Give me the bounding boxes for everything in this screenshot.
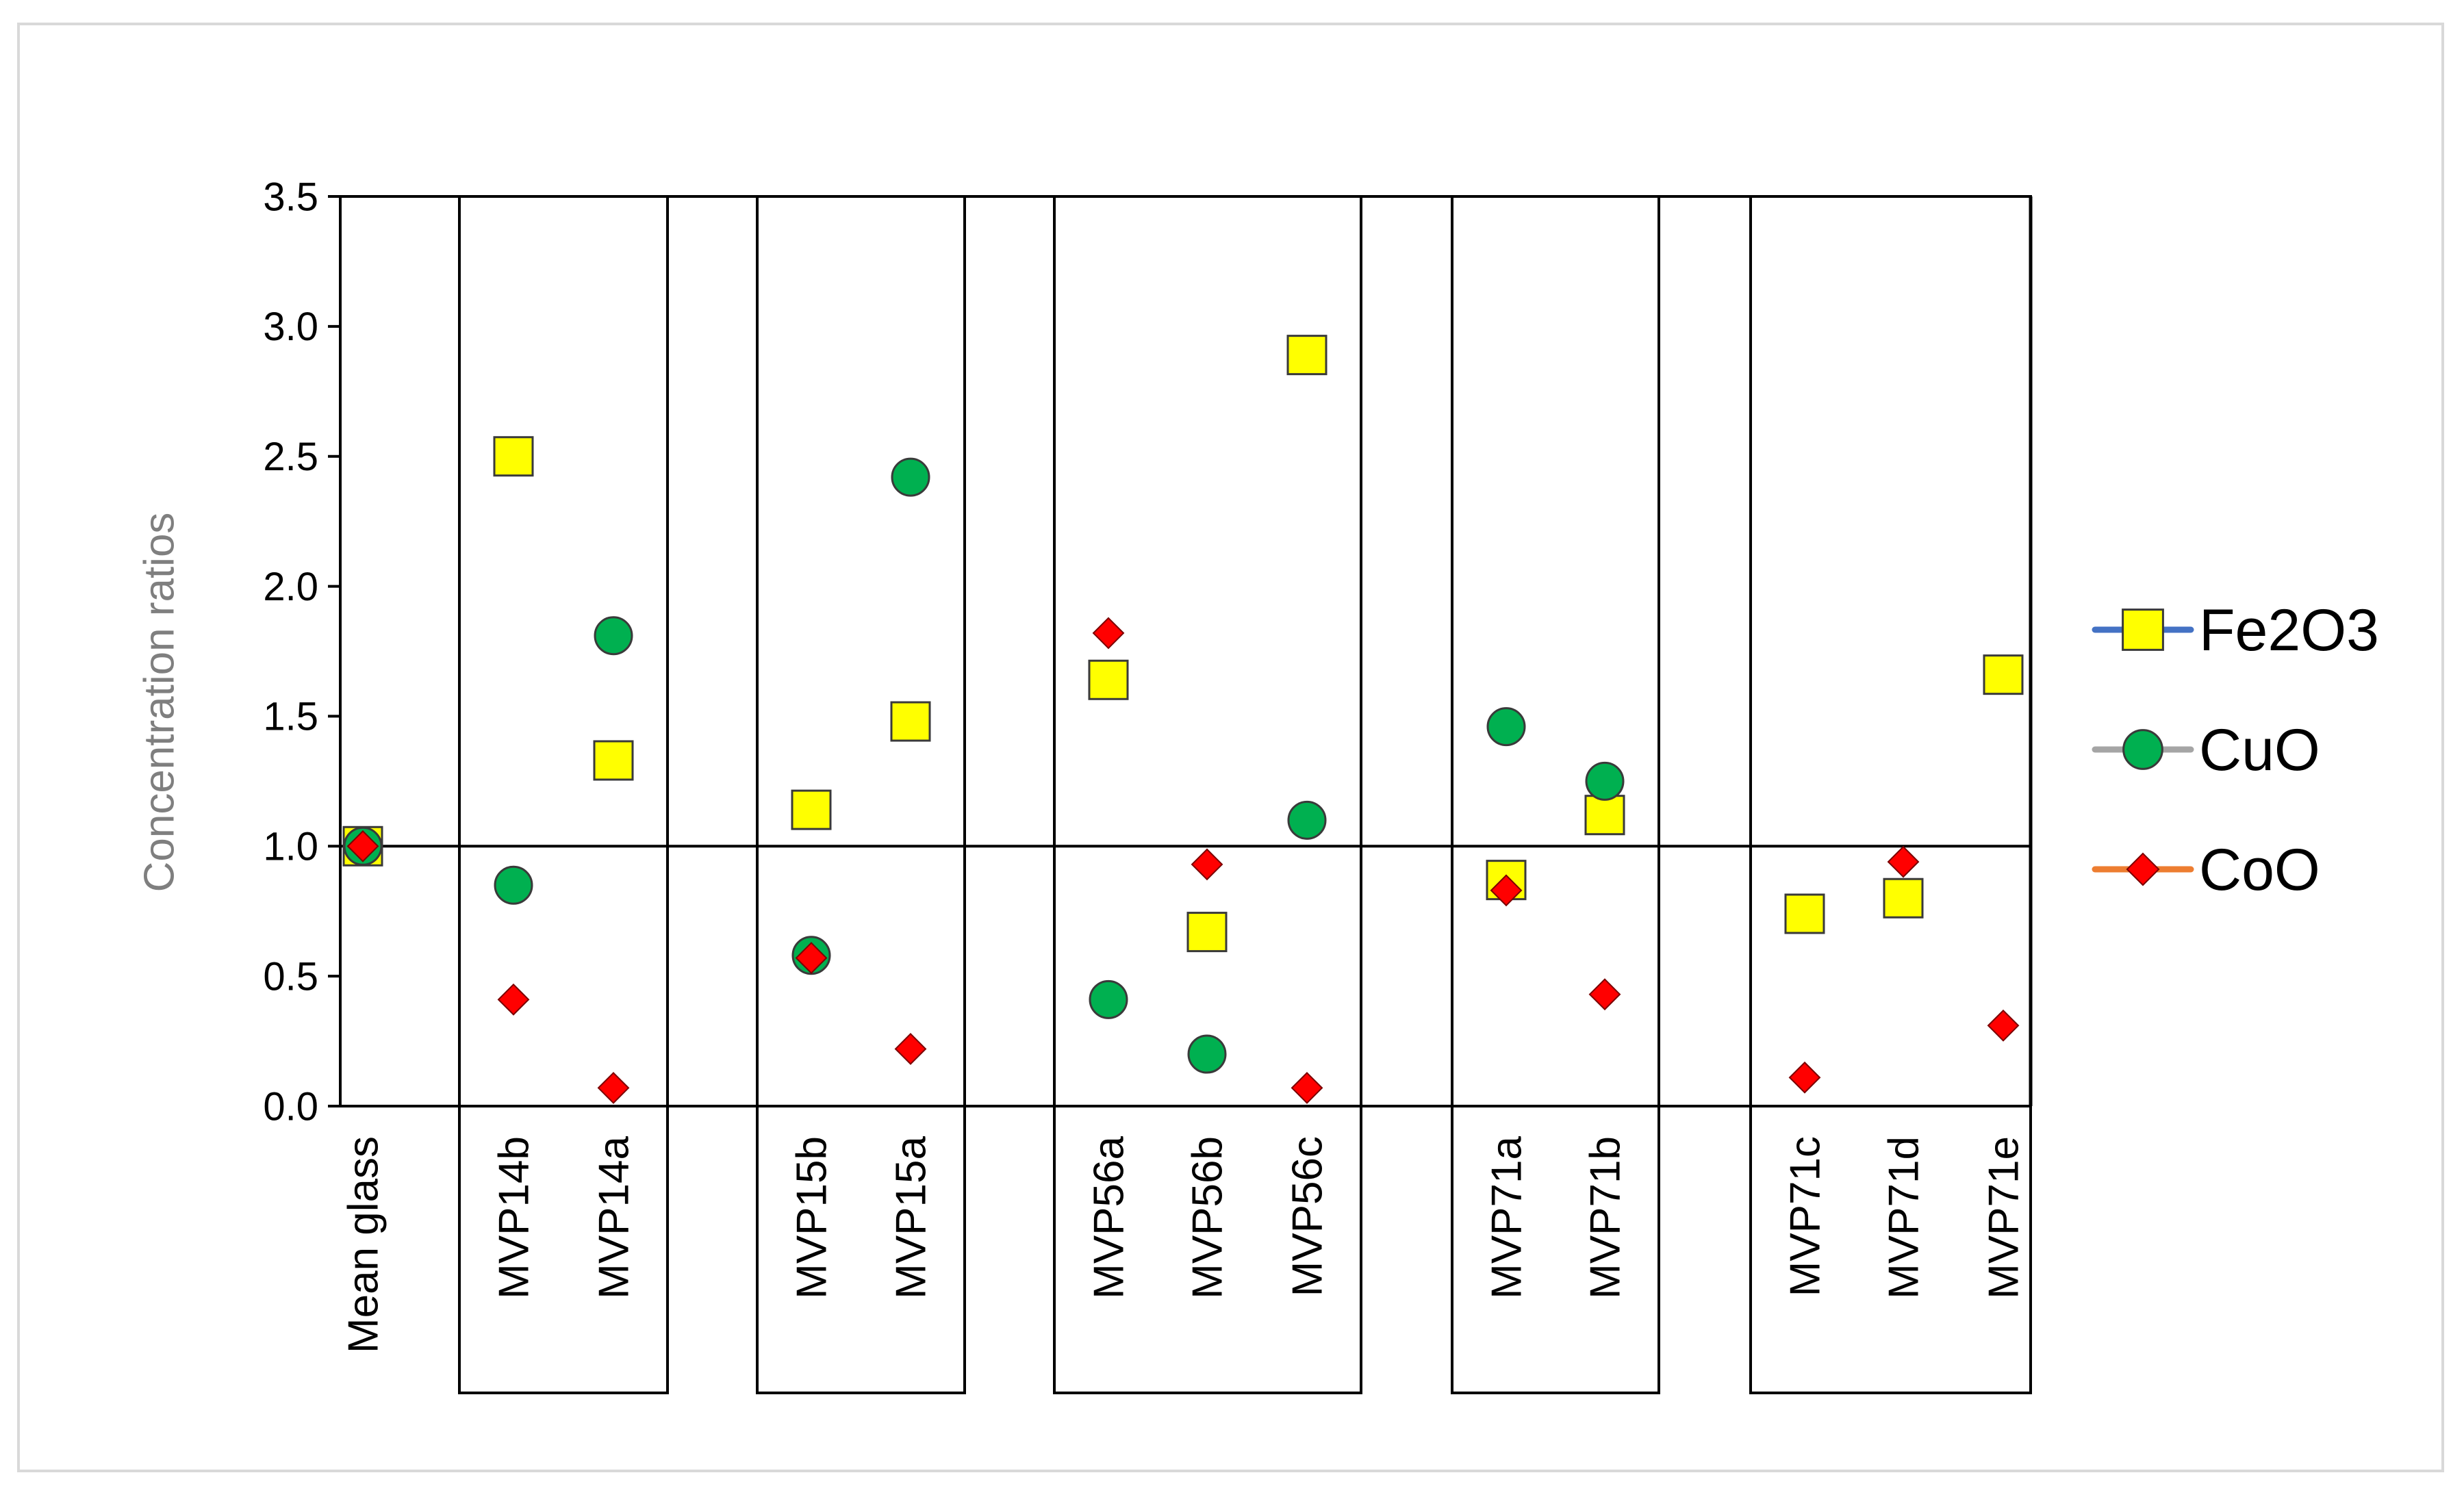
CoO-point-MVP71a	[1490, 874, 1523, 907]
y-tick-label: 3.0	[263, 305, 318, 349]
Fe2O3-point-MVP56b	[1186, 912, 1228, 953]
category-label: Mean glass	[340, 1136, 388, 1353]
CoO-point-MVP14a	[597, 1072, 630, 1104]
series-CoO	[346, 617, 2020, 1104]
CuO-point-MVP56c	[1287, 800, 1327, 840]
category-label: MVP56c	[1284, 1136, 1332, 1296]
Fe2O3-point-MVP71d	[1883, 877, 1924, 919]
CoO-point-MVP15a	[894, 1033, 927, 1065]
CuO-point-MVP14a	[594, 616, 633, 656]
CoO-point-MVP71c	[1788, 1061, 1821, 1094]
legend-marker-CuO	[2122, 729, 2163, 770]
CuO-point-MVP71a	[1486, 707, 1526, 747]
category-labels: Mean glass MVP14b MVP14a MVP15b MVP15a MVP56a…	[340, 1136, 2028, 1353]
chart-frame	[17, 23, 2444, 1472]
category-label: MVP56a	[1086, 1136, 1133, 1298]
CuO-point-MVP56a	[1089, 979, 1128, 1019]
series-CuO	[343, 457, 1625, 1074]
category-label: MVP14b	[491, 1136, 538, 1299]
category-label: MVP71e	[1981, 1136, 2028, 1299]
category-label: MVP71a	[1484, 1136, 1531, 1298]
y-tick-label: 3.5	[263, 175, 318, 219]
Fe2O3-point-MVP56c	[1286, 335, 1328, 376]
category-label: MVP15a	[888, 1136, 935, 1298]
y-tick-labels: 0.0 0.5 1.0 1.5 2.0 2.5 3.0 3.5	[263, 175, 318, 1129]
CoO-point-MVP56c	[1291, 1072, 1323, 1104]
y-axis-label: Concentration ratios	[136, 513, 183, 893]
axes	[328, 195, 2033, 1107]
legend-marker-Fe2O3	[2122, 608, 2164, 651]
CuO-point-MVP71b	[1585, 761, 1625, 801]
CoO-point-MVP56b	[1191, 848, 1223, 881]
y-tick-label: 2.5	[263, 435, 318, 479]
category-label: MVP71d	[1881, 1136, 1928, 1299]
Fe2O3-point-MVP56a	[1088, 659, 1129, 700]
legend: Fe2O3 CuO CoO	[2092, 598, 2379, 903]
Fe2O3-point-MVP14a	[593, 740, 634, 781]
CoO-point-MVP56a	[1092, 617, 1125, 650]
y-tick-label: 1.5	[263, 695, 318, 739]
data-marks	[342, 335, 2024, 1104]
y-tick-label: 0.5	[263, 954, 318, 999]
CuO-point-MVP14b	[494, 865, 533, 905]
legend-label-Fe2O3: Fe2O3	[2199, 598, 2379, 663]
legend-label-CoO: CoO	[2199, 837, 2320, 903]
category-label: MVP14a	[591, 1136, 638, 1298]
CoO-point-MVP14b	[497, 983, 530, 1016]
CoO-point-MVP15b	[795, 942, 828, 974]
Fe2O3-point-MVP15a	[890, 701, 931, 742]
legend-label-CuO: CuO	[2199, 717, 2320, 783]
CoO-point-MVP71b	[1588, 978, 1621, 1011]
Fe2O3-point-MVP71c	[1784, 893, 1825, 934]
category-label: MVP71c	[1782, 1136, 1829, 1296]
y-tick-label: 1.0	[263, 825, 318, 869]
Fe2O3-point-MVP14b	[493, 436, 534, 477]
y-tick-label: 2.0	[263, 565, 318, 609]
CuO-point-MVP56b	[1187, 1034, 1227, 1074]
category-label: MVP15b	[789, 1136, 836, 1299]
CoO-point-MVP71d	[1887, 845, 1920, 878]
legend-marker-CoO	[2126, 852, 2160, 886]
Fe2O3-point-MVP71e	[1983, 654, 2024, 695]
CuO-point-MVP15a	[891, 457, 930, 497]
category-label: MVP56b	[1184, 1136, 1232, 1299]
CoO-point-MVP71e	[1987, 1009, 2020, 1042]
Fe2O3-point-MVP15b	[791, 789, 832, 830]
series-Fe2O3	[342, 335, 2024, 953]
category-label: MVP71b	[1582, 1136, 1629, 1299]
CoO-point-Mean glass	[346, 830, 379, 862]
y-tick-label: 0.0	[263, 1084, 318, 1129]
Fe2O3-point-MVP71b	[1584, 795, 1625, 836]
